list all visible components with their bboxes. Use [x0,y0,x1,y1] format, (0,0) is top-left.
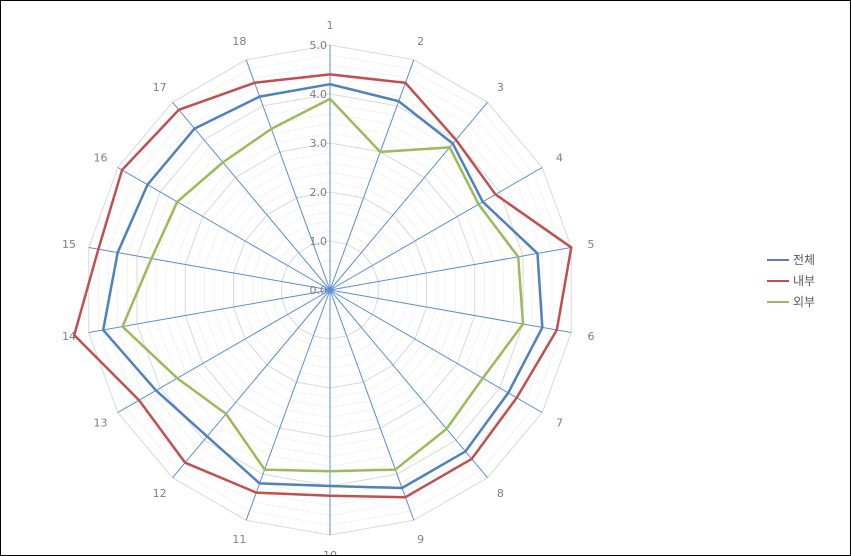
axis-spoke [245,289,331,521]
category-labels: 123456789101112131415161718 [62,19,594,555]
category-label: 17 [153,81,167,94]
category-label: 11 [232,533,246,546]
category-label: 15 [62,238,76,251]
series-line-1 [101,82,544,490]
axis-spoke [329,289,572,334]
axis-spoke [329,101,488,291]
legend-swatch [767,258,789,261]
legend-swatch [767,300,789,303]
category-label: 9 [417,533,424,546]
axis-spoke [329,289,543,413]
r-tick-label: 2.0 [310,186,328,199]
axis-spoke [117,289,331,413]
legend-item: 내부 [767,270,815,291]
category-label: 7 [556,417,563,430]
legend-label: 외부 [793,295,816,309]
legend-item: 전체 [767,249,815,270]
axis-spoke [88,289,331,334]
axis-spoke [329,246,572,291]
r-tick-label: 1.0 [310,235,328,248]
legend-label: 전체 [793,253,816,267]
category-label: 3 [497,81,504,94]
legend-item: 외부 [767,291,815,312]
category-label: 8 [497,487,504,500]
r-tick-label: 0.0 [310,284,328,297]
radial-tick-labels: 0.0 1.0 2.0 3.0 4.0 5.0 [310,39,328,297]
category-label: 1 [327,19,334,32]
r-tick-label: 3.0 [310,137,328,150]
series-line-2 [72,73,573,499]
legend-label: 내부 [793,274,816,288]
category-label: 6 [587,330,594,343]
legend-swatch [767,279,789,282]
axis-spoke [88,246,331,291]
radar-spokes [88,45,572,535]
category-label: 2 [417,35,424,48]
axis-spoke [172,101,331,291]
axis-spoke [329,59,415,291]
r-tick-label: 4.0 [310,88,328,101]
category-label: 18 [232,35,246,48]
category-label: 5 [587,238,594,251]
category-label: 16 [94,152,108,165]
category-label: 10 [323,549,337,555]
category-label: 14 [62,330,76,343]
axis-spoke [172,289,331,479]
axis-spoke [329,167,543,291]
category-label: 13 [94,417,108,430]
axis-spoke [245,59,331,291]
axis-spoke [117,167,331,291]
series-line-3 [121,97,525,473]
axis-spoke [329,289,415,521]
series-lines [72,73,573,499]
axis-spoke [329,289,488,479]
category-label: 4 [556,152,563,165]
r-tick-label: 5.0 [310,39,328,52]
category-label: 12 [153,487,167,500]
